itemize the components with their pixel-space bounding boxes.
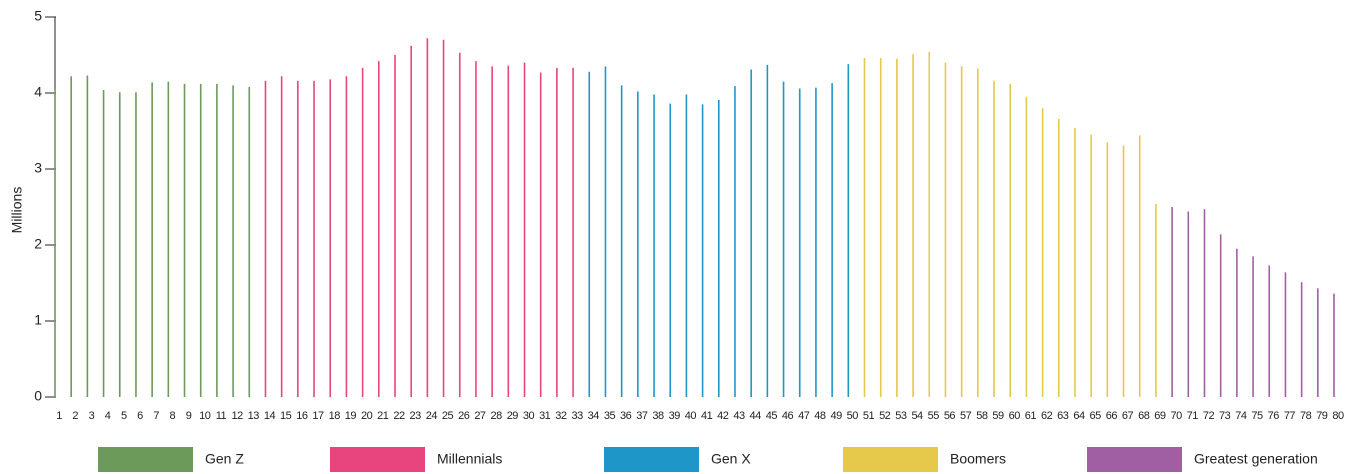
x-tick-label: 36 [620, 410, 632, 422]
x-tick-label: 39 [669, 410, 681, 422]
x-tick-label: 1 [56, 410, 62, 422]
legend-label: Gen X [711, 451, 751, 467]
x-tick-label: 15 [280, 410, 292, 422]
x-tick-label: 56 [944, 410, 956, 422]
legend-swatch [330, 447, 425, 472]
x-tick-label: 61 [1025, 410, 1037, 422]
x-tick-label: 30 [523, 410, 535, 422]
x-tick-label: 47 [798, 410, 810, 422]
x-tick-label: 77 [1284, 410, 1296, 422]
x-tick-label: 25 [442, 410, 454, 422]
x-tick-label: 58 [976, 410, 988, 422]
x-tick-label: 38 [652, 410, 664, 422]
x-tick-label: 67 [1122, 410, 1134, 422]
x-tick-label: 52 [879, 410, 891, 422]
x-tick-label: 28 [491, 410, 503, 422]
x-tick-label: 32 [555, 410, 567, 422]
x-tick-label: 75 [1251, 410, 1263, 422]
x-tick-label: 73 [1219, 410, 1231, 422]
x-tick-label: 68 [1138, 410, 1150, 422]
x-tick-label: 44 [750, 410, 762, 422]
x-tick-label: 24 [426, 410, 438, 422]
x-tick-label: 69 [1154, 410, 1166, 422]
x-tick-label: 35 [604, 410, 616, 422]
x-tick-label: 21 [377, 410, 389, 422]
x-tick-label: 31 [539, 410, 551, 422]
x-tick-label: 79 [1316, 410, 1328, 422]
x-tick-label: 5 [121, 410, 127, 422]
legend-swatch [843, 447, 938, 472]
x-tick-label: 2 [72, 410, 78, 422]
x-tick-label: 9 [186, 410, 192, 422]
x-tick-label: 63 [1057, 410, 1069, 422]
y-tick-label: 1 [34, 312, 42, 328]
legend-label: Greatest generation [1194, 451, 1318, 467]
x-tick-label: 80 [1332, 410, 1344, 422]
y-tick-label: 5 [34, 8, 42, 24]
x-tick-label: 6 [137, 410, 143, 422]
x-tick-label: 7 [153, 410, 159, 422]
x-tick-label: 8 [170, 410, 176, 422]
x-tick-label: 65 [1090, 410, 1102, 422]
x-tick-label: 50 [847, 410, 859, 422]
x-tick-label: 74 [1235, 410, 1247, 422]
legend-swatch [98, 447, 193, 472]
legend-label: Boomers [950, 451, 1006, 467]
x-tick-label: 55 [928, 410, 940, 422]
x-tick-label: 49 [830, 410, 842, 422]
x-tick-label: 10 [199, 410, 211, 422]
y-tick-label: 3 [34, 160, 42, 176]
y-tick-label: 2 [34, 236, 42, 252]
x-tick-label: 33 [571, 410, 583, 422]
x-tick-label: 22 [393, 410, 405, 422]
x-tick-label: 41 [701, 410, 713, 422]
x-tick-label: 51 [863, 410, 875, 422]
legend-swatch [604, 447, 699, 472]
legend-label: Gen Z [205, 451, 244, 467]
x-tick-label: 37 [636, 410, 648, 422]
x-tick-label: 16 [296, 410, 308, 422]
x-tick-label: 43 [733, 410, 745, 422]
x-tick-label: 42 [717, 410, 729, 422]
x-tick-label: 20 [361, 410, 373, 422]
x-tick-label: 12 [231, 410, 243, 422]
x-tick-label: 76 [1268, 410, 1280, 422]
x-tick-label: 53 [895, 410, 907, 422]
x-tick-label: 70 [1170, 410, 1182, 422]
x-tick-label: 45 [766, 410, 778, 422]
x-tick-label: 64 [1073, 410, 1085, 422]
x-tick-label: 26 [458, 410, 470, 422]
x-tick-label: 66 [1106, 410, 1118, 422]
x-tick-label: 14 [264, 410, 276, 422]
x-tick-label: 13 [248, 410, 260, 422]
x-tick-label: 4 [105, 410, 111, 422]
x-tick-label: 19 [345, 410, 357, 422]
x-tick-label: 72 [1203, 410, 1215, 422]
x-tick-label: 11 [216, 410, 227, 422]
x-tick-label: 18 [329, 410, 341, 422]
x-tick-label: 62 [1041, 410, 1053, 422]
y-tick-label: 4 [34, 84, 42, 100]
x-tick-label: 57 [960, 410, 972, 422]
legend-label: Millennials [437, 451, 502, 467]
x-tick-label: 59 [992, 410, 1004, 422]
legend-swatch [1087, 447, 1182, 472]
x-tick-label: 3 [89, 410, 95, 422]
y-tick-label: 0 [34, 388, 42, 404]
x-tick-label: 71 [1187, 410, 1199, 422]
x-tick-label: 60 [1009, 410, 1021, 422]
x-tick-label: 17 [312, 410, 324, 422]
x-tick-label: 23 [410, 410, 422, 422]
y-axis-label: Millions [9, 187, 25, 234]
x-tick-label: 78 [1300, 410, 1312, 422]
x-tick-label: 29 [507, 410, 519, 422]
x-tick-label: 46 [782, 410, 794, 422]
x-tick-label: 40 [685, 410, 697, 422]
x-tick-label: 27 [474, 410, 486, 422]
x-tick-label: 54 [911, 410, 923, 422]
x-tick-label: 48 [814, 410, 826, 422]
x-tick-label: 34 [588, 410, 600, 422]
